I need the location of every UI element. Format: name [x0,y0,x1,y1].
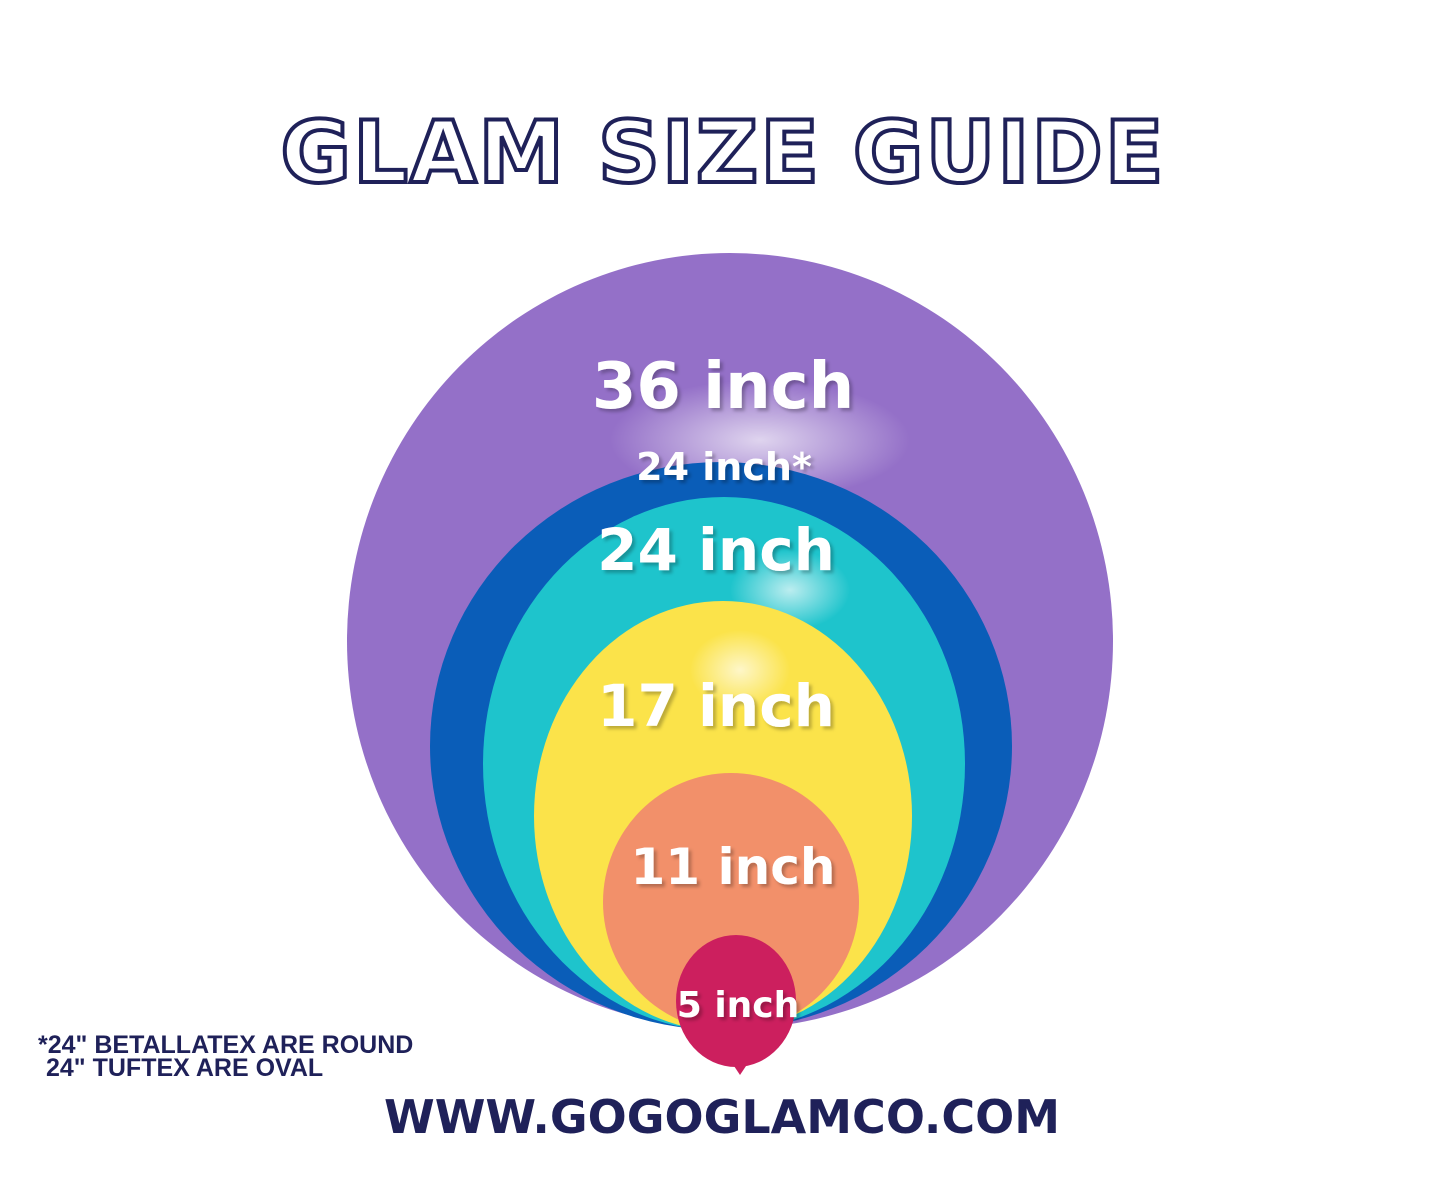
label-11-inch: 11 inch [631,838,836,896]
gloss-highlight [690,630,790,710]
balloon-knot [734,1066,746,1075]
label-24-inch: 24 inch [597,516,835,584]
balloon-5-inch [676,935,796,1067]
balloon-11-inch [603,773,859,1031]
footnote-line-1: *24" BETALLATEX ARE ROUND [38,1031,414,1059]
label-36-inch: 36 inch [592,350,854,424]
footnote: *24" BETALLATEX ARE ROUND 24" TUFTEX ARE… [38,1031,414,1082]
label-24-inch-round: 24 inch* [636,445,812,489]
label-17-inch: 17 inch [597,672,835,740]
page-title: GLAM SIZE GUIDE [280,103,1165,203]
footnote-line-2: 24" TUFTEX ARE OVAL [46,1054,324,1082]
website-url: WWW.GOGOGLAMCO.COM [384,1090,1060,1144]
label-5-inch: 5 inch [677,985,800,1026]
